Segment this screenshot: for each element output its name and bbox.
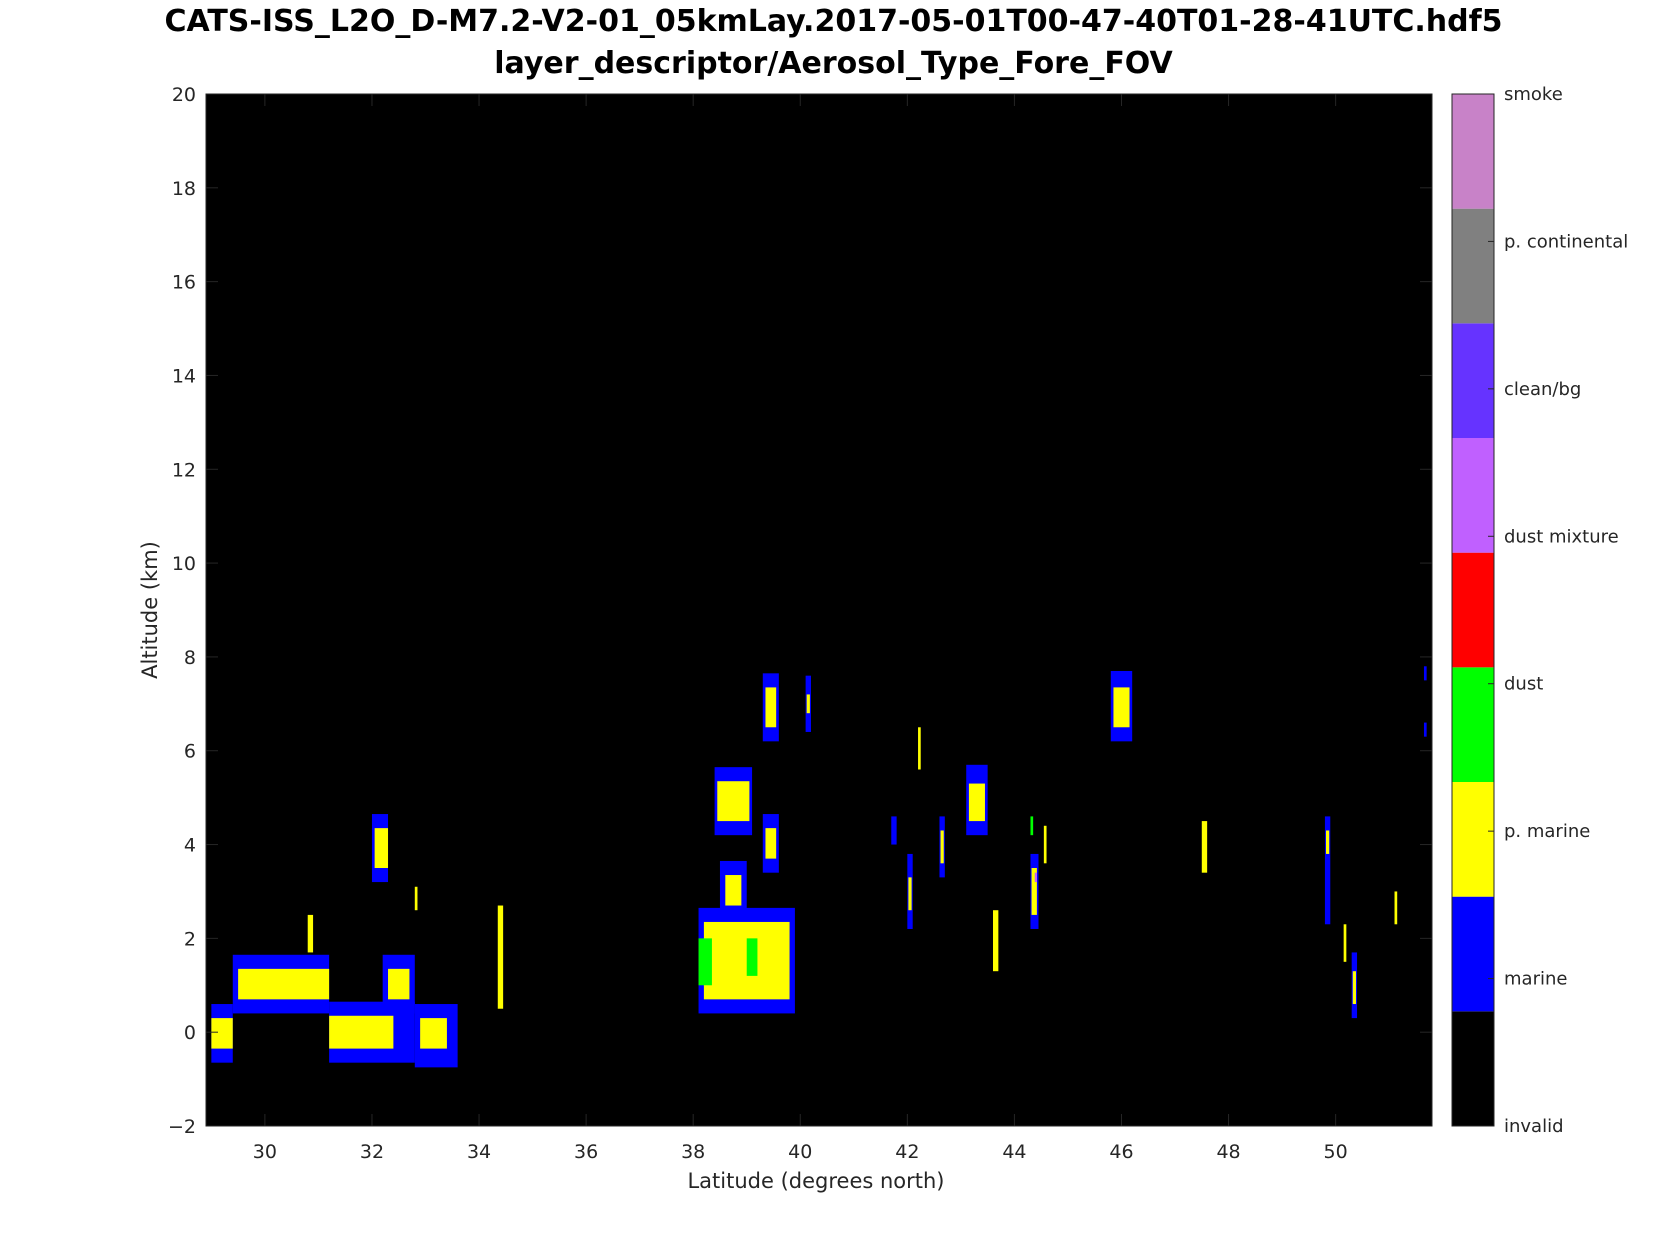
y-tick-label: 4 <box>184 835 196 857</box>
layer-marine-46 <box>1324 816 1331 925</box>
y-axis: −2 0 2 4 6 8 10 12 14 16 18 20 <box>168 84 1432 1138</box>
chart-title: CATS-ISS_L2O_D-M7.2-V2-01_05kmLay.2017-0… <box>164 4 1503 39</box>
layer-p-marine-50 <box>1343 924 1347 962</box>
plot-background <box>206 94 1432 1126</box>
layer-p-marine-3 <box>238 968 330 1000</box>
colorbar-segment <box>1452 667 1494 782</box>
colorbar-segment <box>1452 94 1494 209</box>
y-tick-label: 18 <box>172 178 196 200</box>
layer-p-marine-49 <box>1352 971 1356 1005</box>
x-tick-label: 30 <box>253 1141 277 1163</box>
x-axis-label: Latitude (degrees north) <box>687 1169 944 1193</box>
x-axis: 30 32 34 36 38 40 42 44 46 48 50 <box>253 94 1348 1163</box>
layer-p-marine-45 <box>1201 821 1208 873</box>
layer-p-marine-26 <box>765 687 777 728</box>
x-tick-label: 50 <box>1324 1141 1348 1163</box>
layer-dust-17 <box>698 938 712 986</box>
colorbar-label: clean/bg <box>1504 379 1581 400</box>
y-tick-label: 14 <box>172 365 196 387</box>
x-tick-label: 32 <box>360 1141 384 1163</box>
colorbar-label: dust mixture <box>1504 526 1619 547</box>
layer-dust-mixture-41 <box>1034 872 1037 883</box>
y-tick-label: 8 <box>184 647 196 669</box>
layer-p-marine-32 <box>940 830 944 864</box>
layer-dust-40 <box>1030 816 1034 836</box>
layer-dust-18 <box>746 938 758 976</box>
colorbar-label: invalid <box>1504 1116 1564 1137</box>
colorbar-segment <box>1452 552 1494 668</box>
y-tick-label: 16 <box>172 272 196 294</box>
colorbar-segment <box>1452 782 1494 897</box>
y-tick-label: 20 <box>172 84 196 106</box>
layer-p-marine-11 <box>374 828 389 868</box>
layer-p-marine-13 <box>414 886 418 911</box>
layer-p-marine-16 <box>703 921 790 1000</box>
layer-marine-36 <box>891 816 897 845</box>
y-tick-label: 6 <box>184 741 196 763</box>
x-tick-label: 40 <box>788 1141 812 1163</box>
x-tick-label: 34 <box>467 1141 491 1163</box>
layer-p-marine-22 <box>717 781 750 822</box>
y-tick-label: 12 <box>172 459 196 481</box>
layer-p-marine-37 <box>992 910 999 972</box>
y-axis-label: Altitude (km) <box>138 541 162 679</box>
colorbar-label: p. marine <box>1504 821 1590 842</box>
layer-p-marine-42 <box>1043 825 1047 864</box>
plot-border <box>205 93 1433 1127</box>
x-tick-label: 46 <box>1109 1141 1133 1163</box>
plot-frame <box>205 93 1433 1127</box>
colorbar-label: smoke <box>1504 84 1563 105</box>
layer-p-marine-35 <box>968 783 985 822</box>
aerosol-layers <box>211 666 1427 1068</box>
colorbar: invalid marine p. marine dust dust mixture cl… <box>1451 84 1628 1137</box>
layer-p-marine-30 <box>908 877 912 911</box>
layer-p-marine-51 <box>1394 891 1398 925</box>
y-tick-label: 0 <box>184 1022 196 1044</box>
colorbar-segment <box>1452 1011 1494 1126</box>
layer-marine-53 <box>1423 666 1427 681</box>
layer-p-marine-24 <box>765 828 777 859</box>
x-tick-label: 44 <box>1002 1141 1026 1163</box>
y-tick-label: 10 <box>172 553 196 575</box>
layer-p-marine-33 <box>918 727 921 770</box>
colorbar-label: p. continental <box>1504 231 1628 252</box>
chart-subtitle: layer_descriptor/Aerosol_Type_Fore_FOV <box>494 46 1173 81</box>
x-tick-label: 42 <box>895 1141 919 1163</box>
x-tick-label: 38 <box>681 1141 705 1163</box>
layer-p-marine-28 <box>806 694 810 714</box>
layer-p-marine-47 <box>1325 830 1330 854</box>
x-tick-label: 36 <box>574 1141 598 1163</box>
colorbar-label: dust <box>1504 674 1543 695</box>
layer-p-marine-1 <box>211 1018 233 1049</box>
plot-area <box>206 94 1432 1126</box>
layer-p-marine-5 <box>329 1015 394 1049</box>
colorbar-segment <box>1452 208 1494 324</box>
layer-p-marine-44 <box>1113 687 1130 728</box>
layer-p-marine-12 <box>307 914 314 953</box>
y-tick-label: 2 <box>184 928 196 950</box>
y-tick-label: −2 <box>168 1116 196 1138</box>
colorbar-segment <box>1452 323 1494 438</box>
colorbar-segment <box>1452 438 1494 553</box>
x-tick-label: 48 <box>1216 1141 1240 1163</box>
layer-p-marine-14 <box>497 905 504 1009</box>
colorbar-label: marine <box>1504 969 1567 990</box>
layer-p-marine-20 <box>725 875 742 906</box>
layer-p-marine-7 <box>388 968 410 1000</box>
colorbar-border <box>1451 93 1495 1127</box>
layer-p-marine-9 <box>420 1018 447 1049</box>
layer-marine-52 <box>1423 722 1427 737</box>
colorbar-segment <box>1452 896 1494 1012</box>
layer-p-marine-39 <box>1031 868 1037 915</box>
